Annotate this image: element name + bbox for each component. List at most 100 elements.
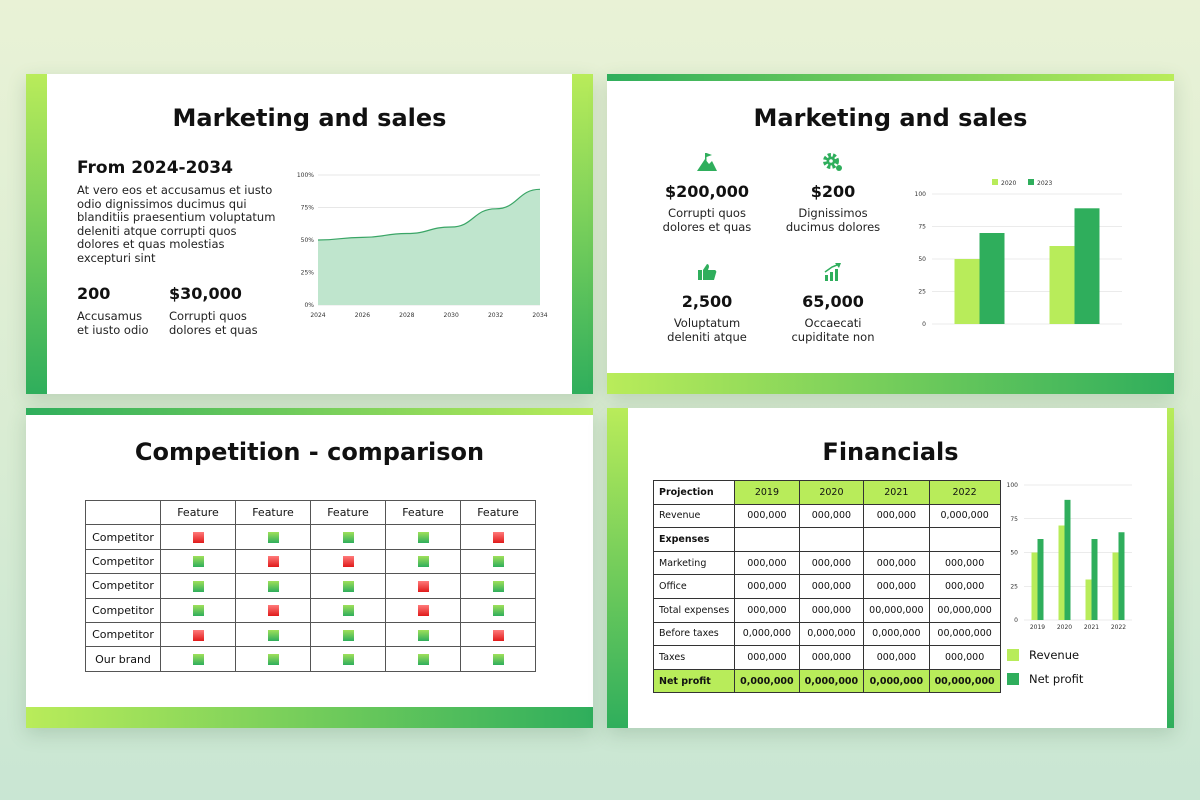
right-accent-bar [572, 74, 593, 394]
row-label: Total expenses [652, 597, 736, 623]
table-cell [385, 646, 461, 672]
mountain-flag-icon [697, 153, 717, 171]
x-tick-label: 2022 [1111, 624, 1126, 631]
row-label: Net profit [652, 668, 736, 694]
table-row: Competitor [85, 597, 536, 623]
legend-label: Net profit [1029, 672, 1084, 686]
comparison-table: Feature Feature Feature Feature Feature … [85, 499, 536, 672]
x-tick-label: 2020 [1057, 624, 1072, 631]
bar [1074, 208, 1100, 324]
table-cell: 0,000,000 [863, 621, 930, 647]
bar [1085, 579, 1092, 620]
green-square-icon [492, 654, 504, 666]
bar [1049, 246, 1075, 324]
table-cell: 000,000 [798, 597, 865, 623]
kpi-card: 2,500 Voluptatum deleniti atque [652, 262, 762, 344]
table-cell: 000,000 [798, 574, 865, 599]
red-square-icon [417, 605, 429, 617]
x-tick-label: 2030 [444, 312, 459, 319]
slide-title: Marketing and sales [172, 104, 447, 132]
table-cell [160, 597, 236, 623]
slide-marketing-kpis[interactable]: Marketing and sales $200,000 Corrupti qu… [607, 74, 1174, 394]
table-cell: 0,000,000 [798, 668, 865, 694]
legend-item: Net profit [1007, 672, 1083, 686]
table-cell: 000,000 [863, 574, 930, 599]
table-cell: 0,000,000 [863, 668, 930, 694]
red-square-icon [492, 532, 504, 544]
table-cell [385, 597, 461, 623]
y-tick-label: 75 [1010, 516, 1018, 523]
stat-value: $30,000 [169, 284, 242, 303]
bar [1031, 552, 1038, 620]
table-row: Total expenses 000,000 000,000 00,000,000 00… [652, 597, 1001, 623]
y-tick-label: 50 [1010, 550, 1018, 557]
table-cell [863, 527, 930, 552]
green-square-icon [267, 532, 279, 544]
table-cell: 000,000 [734, 597, 800, 623]
body-text: At vero eos et accusamus et iusto odio d… [77, 183, 276, 265]
y-tick-label: 75% [301, 205, 315, 212]
table-cell: 0,000,000 [928, 503, 1001, 529]
table-row: Office 000,000 000,000 000,000 000,000 [652, 574, 1001, 599]
slide-title: Financials [822, 438, 959, 466]
legend-swatch [992, 179, 998, 185]
table-cell: 000,000 [863, 503, 930, 529]
green-square-icon [342, 605, 354, 617]
kpi-value: $200 [810, 182, 856, 201]
green-square-icon [492, 556, 504, 568]
x-tick-label: 2032 [488, 312, 503, 319]
area-chart: 0% 25% 50% 75% 100% 2024 2026 2028 2030 2032 2034 [297, 172, 548, 319]
chart-legend: Revenue Net profit [1007, 648, 1083, 686]
green-square-icon [267, 654, 279, 666]
top-accent-bar [26, 408, 593, 415]
table-cell: 000,000 [798, 550, 865, 576]
table-cell: 000,000 [928, 574, 1001, 599]
net-profit-row: Net profit 0,000,000 0,000,000 0,000,000… [652, 668, 1001, 694]
y-tick-label: 100% [297, 172, 314, 179]
table-cell [460, 621, 536, 648]
red-square-icon [267, 605, 279, 617]
table-row: Before taxes 0,000,000 0,000,000 0,000,000 0… [652, 621, 1001, 647]
table-cell [385, 621, 461, 648]
table-cell: 0,000,000 [734, 621, 800, 647]
table-cell [310, 621, 386, 648]
y-tick-label: 50% [301, 237, 315, 244]
legend-label: 2023 [1037, 180, 1052, 187]
slide-subtitle: From 2024-2034 [77, 158, 233, 178]
table-cell [460, 524, 536, 550]
kpi-card: $200 Dignissimos ducimus dolores [783, 152, 883, 234]
kpi-value: 65,000 [802, 292, 864, 311]
table-cell [310, 646, 386, 672]
table-cell [310, 573, 386, 599]
table-cell [310, 524, 386, 550]
kpi-label: Corrupti quos dolores et quas [662, 206, 752, 234]
table-row: Competitor [85, 548, 536, 575]
green-square-icon [192, 580, 204, 592]
table-row: Revenue 000,000 000,000 000,000 0,000,000 [652, 503, 1001, 529]
header-cell: Feature [460, 499, 536, 526]
kpi-value: 2,500 [681, 292, 733, 311]
table-cell: 00,000,000 [928, 668, 1001, 694]
bottom-accent-bar [26, 707, 593, 728]
table-cell [385, 548, 461, 575]
bar [1112, 552, 1119, 620]
table-cell: 00,000,000 [863, 597, 930, 623]
header-cell: 2020 [798, 480, 865, 505]
row-label: Our brand [85, 646, 161, 672]
left-accent-bar [607, 408, 628, 728]
slide-financials[interactable]: Financials Projection 2019 2020 2021 202… [607, 408, 1174, 728]
table-cell: 000,000 [734, 645, 800, 670]
bar-chart: 0 25 50 75 100 2020 2023 [915, 179, 1122, 328]
kpi-value: $200,000 [664, 182, 749, 201]
row-label: Competitor [85, 573, 161, 599]
row-label: Marketing [652, 550, 736, 576]
table-cell: 000,000 [734, 503, 800, 529]
table-cell: 0,000,000 [798, 621, 865, 647]
table-cell [734, 527, 800, 552]
slide-competition[interactable]: Competition - comparison Feature Feature… [26, 408, 593, 728]
x-tick-label: 2021 [1084, 624, 1099, 631]
slide-marketing-area[interactable]: Marketing and sales From 2024-2034 At ve… [26, 74, 593, 394]
slide-title: Marketing and sales [753, 104, 1028, 132]
growth-chart-icon [824, 263, 841, 281]
table-cell [310, 548, 386, 575]
